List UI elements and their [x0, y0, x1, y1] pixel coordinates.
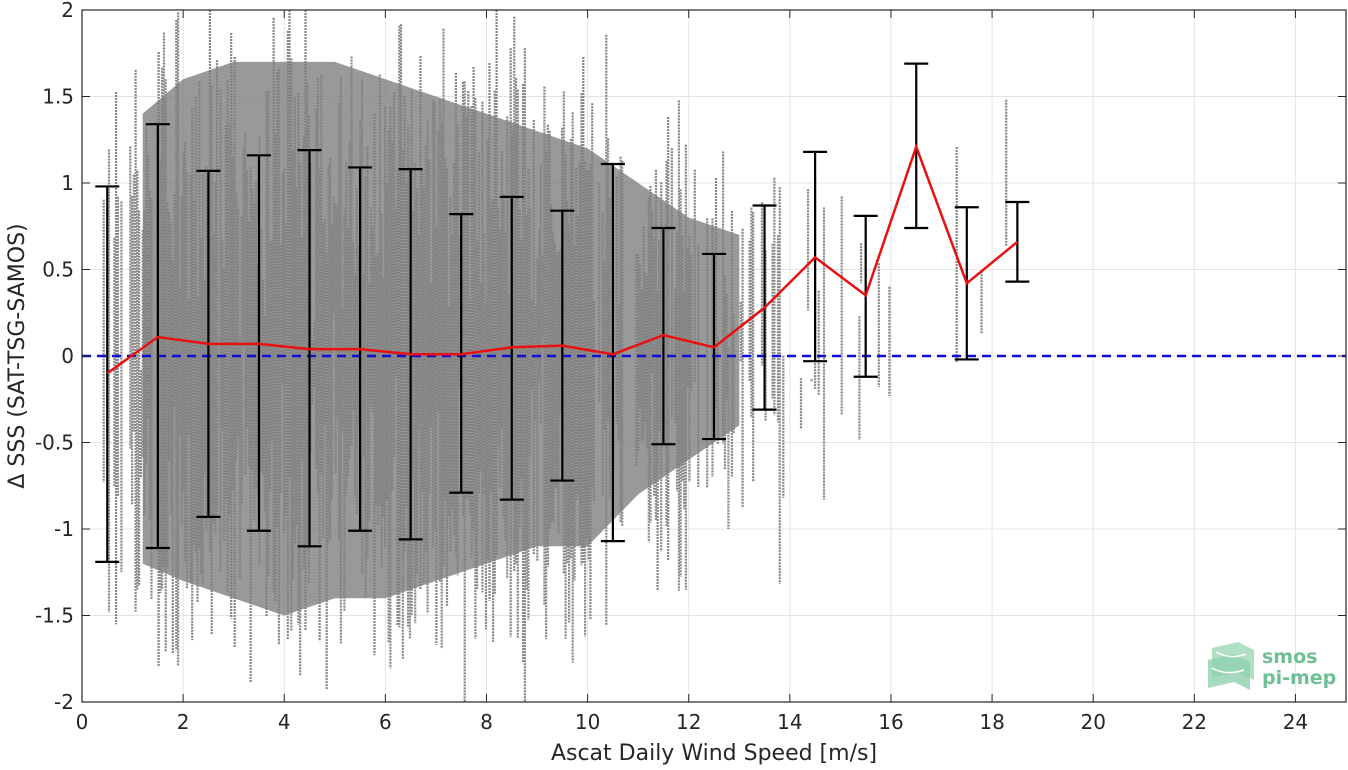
logo-line1: smos — [1262, 646, 1317, 668]
y-tick-label: -1 — [54, 517, 74, 541]
smos-pi-mep-logo: smos pi-mep — [1208, 642, 1336, 690]
logo-line2: pi-mep — [1262, 667, 1336, 689]
x-tick-label: 8 — [480, 710, 493, 734]
x-tick-label: 10 — [575, 710, 600, 734]
x-tick-label: 24 — [1283, 710, 1308, 734]
x-tick-label: 20 — [1080, 710, 1105, 734]
x-tick-labels: 0 2 4 6 8 10 12 14 16 18 20 22 24 — [76, 710, 1309, 734]
ticks — [81, 9, 1346, 703]
y-tick-label: -1.5 — [35, 604, 74, 628]
y-tick-label: 2 — [61, 0, 74, 22]
error-bars — [95, 62, 1030, 563]
x-tick-label: 16 — [878, 710, 903, 734]
scatter-series — [102, 10, 1008, 702]
x-tick-label: 12 — [676, 710, 701, 734]
y-tick-label: 1.5 — [42, 85, 74, 109]
y-tick-labels: 2 1.5 1 0.5 0 -0.5 -1 -1.5 -2 — [35, 0, 74, 714]
x-tick-label: 0 — [76, 710, 89, 734]
y-tick-label: 0.5 — [42, 258, 74, 282]
y-tick-label: -0.5 — [35, 431, 74, 455]
x-axis-label: Ascat Daily Wind Speed [m/s] — [551, 741, 877, 766]
mean-line — [106, 142, 1019, 375]
x-tick-label: 14 — [777, 710, 802, 734]
x-tick-label: 6 — [379, 710, 392, 734]
scatter-core — [142, 61, 740, 616]
y-tick-label: 0 — [61, 344, 74, 368]
x-tick-label: 4 — [278, 710, 291, 734]
x-tick-label: 22 — [1182, 710, 1207, 734]
y-tick-label: 1 — [61, 171, 74, 195]
y-axis-label: Δ SSS (SAT-TSG-SAMOS) — [5, 223, 30, 488]
y-tick-label: -2 — [54, 690, 74, 714]
x-tick-label: 18 — [979, 710, 1004, 734]
logo-waves-icon — [1208, 642, 1254, 690]
x-tick-label: 2 — [177, 710, 190, 734]
